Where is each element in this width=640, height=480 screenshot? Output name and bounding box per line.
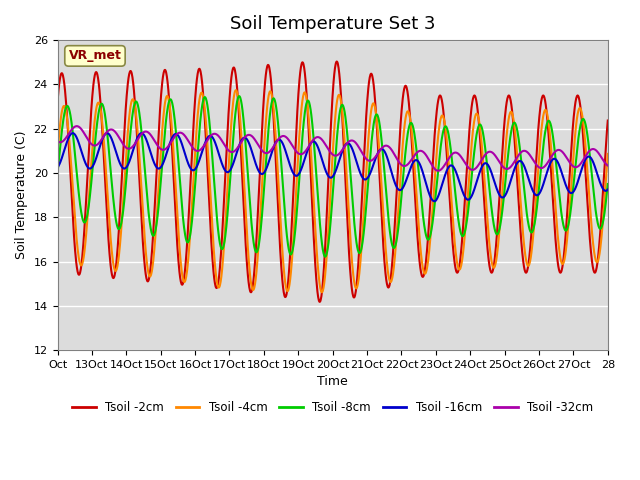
Tsoil -4cm	[463, 204, 471, 210]
Tsoil -8cm	[604, 181, 612, 187]
Tsoil -2cm	[319, 284, 326, 290]
Title: Soil Temperature Set 3: Soil Temperature Set 3	[230, 15, 435, 33]
Tsoil -32cm	[604, 163, 612, 168]
Tsoil -32cm	[140, 129, 148, 135]
Tsoil -2cm	[333, 59, 340, 64]
Tsoil -16cm	[544, 168, 552, 173]
Line: Tsoil -2cm: Tsoil -2cm	[58, 61, 608, 302]
Tsoil -4cm	[232, 87, 240, 93]
Tsoil -8cm	[319, 244, 326, 250]
Tsoil -16cm	[463, 196, 471, 202]
Text: VR_met: VR_met	[68, 49, 122, 62]
Tsoil -8cm	[544, 119, 552, 125]
Tsoil -32cm	[319, 137, 326, 143]
Tsoil -2cm	[604, 118, 612, 123]
Tsoil -16cm	[138, 130, 145, 136]
Tsoil -16cm	[431, 198, 438, 204]
Tsoil -8cm	[54, 170, 61, 176]
Tsoil -32cm	[544, 160, 552, 166]
Tsoil -16cm	[54, 165, 61, 170]
Tsoil -4cm	[604, 151, 612, 157]
Tsoil -2cm	[544, 119, 552, 125]
Tsoil -8cm	[463, 217, 471, 223]
Tsoil -2cm	[308, 192, 316, 197]
Tsoil -8cm	[308, 119, 316, 124]
Tsoil -32cm	[308, 139, 316, 144]
Y-axis label: Soil Temperature (C): Soil Temperature (C)	[15, 131, 28, 259]
Tsoil -32cm	[73, 123, 81, 129]
Tsoil -2cm	[316, 299, 323, 305]
Tsoil -2cm	[54, 98, 61, 104]
Line: Tsoil -16cm: Tsoil -16cm	[58, 133, 608, 201]
Tsoil -4cm	[308, 167, 316, 173]
Tsoil -8cm	[598, 225, 605, 230]
Tsoil -4cm	[319, 288, 326, 294]
Tsoil -2cm	[140, 249, 147, 255]
Tsoil -2cm	[598, 214, 605, 220]
Tsoil -2cm	[463, 164, 471, 170]
Line: Tsoil -4cm: Tsoil -4cm	[58, 90, 608, 292]
Tsoil -4cm	[140, 219, 147, 225]
X-axis label: Time: Time	[317, 375, 348, 388]
Tsoil -4cm	[598, 236, 605, 242]
Tsoil -32cm	[598, 155, 605, 160]
Tsoil -4cm	[318, 289, 326, 295]
Line: Tsoil -32cm: Tsoil -32cm	[58, 126, 608, 171]
Tsoil -32cm	[54, 138, 61, 144]
Tsoil -8cm	[140, 152, 147, 158]
Tsoil -8cm	[236, 93, 243, 99]
Tsoil -8cm	[321, 254, 329, 260]
Legend: Tsoil -2cm, Tsoil -4cm, Tsoil -8cm, Tsoil -16cm, Tsoil -32cm: Tsoil -2cm, Tsoil -4cm, Tsoil -8cm, Tsoi…	[67, 396, 598, 419]
Tsoil -16cm	[604, 187, 612, 192]
Line: Tsoil -8cm: Tsoil -8cm	[58, 96, 608, 257]
Tsoil -16cm	[140, 132, 148, 138]
Tsoil -32cm	[435, 168, 442, 174]
Tsoil -16cm	[308, 139, 316, 144]
Tsoil -16cm	[319, 158, 326, 164]
Tsoil -16cm	[598, 183, 605, 189]
Tsoil -32cm	[463, 163, 471, 168]
Tsoil -4cm	[54, 151, 61, 157]
Tsoil -4cm	[544, 113, 552, 119]
